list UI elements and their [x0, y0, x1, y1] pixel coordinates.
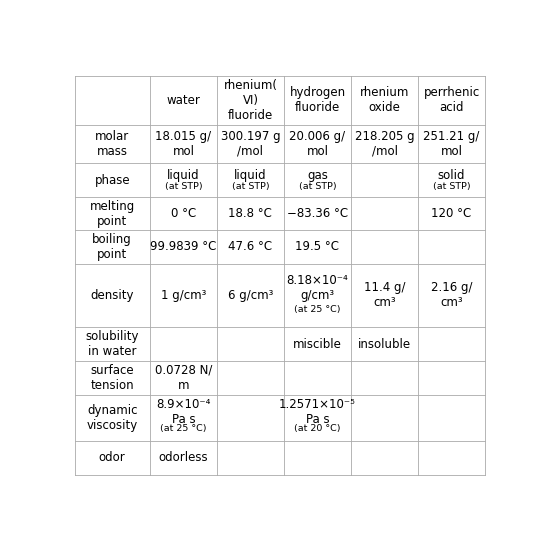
Text: surface
tension: surface tension: [91, 364, 134, 392]
Text: (at 20 °C): (at 20 °C): [294, 424, 341, 433]
Text: 8.18×10⁻⁴
g/cm³: 8.18×10⁻⁴ g/cm³: [287, 274, 348, 302]
Text: rhenium(
VI)
fluoride: rhenium( VI) fluoride: [223, 79, 277, 122]
Text: rhenium
oxide: rhenium oxide: [360, 86, 409, 114]
Text: 99.9839 °C: 99.9839 °C: [150, 240, 217, 253]
Text: liquid: liquid: [234, 169, 267, 182]
Text: solubility
in water: solubility in water: [86, 330, 139, 359]
Text: (at STP): (at STP): [164, 183, 202, 191]
Text: 6 g/cm³: 6 g/cm³: [228, 289, 273, 302]
Text: solid: solid: [438, 169, 465, 182]
Text: density: density: [91, 289, 134, 302]
Text: molar
mass: molar mass: [95, 130, 129, 158]
Text: 120 °C: 120 °C: [431, 207, 472, 220]
Text: 47.6 °C: 47.6 °C: [228, 240, 272, 253]
Text: 2.16 g/
cm³: 2.16 g/ cm³: [431, 281, 472, 310]
Text: gas: gas: [307, 169, 328, 182]
Text: melting
point: melting point: [90, 200, 135, 228]
Text: 251.21 g/
mol: 251.21 g/ mol: [423, 130, 480, 158]
Text: 18.015 g/
mol: 18.015 g/ mol: [156, 130, 211, 158]
Text: insoluble: insoluble: [358, 338, 411, 351]
Text: 19.5 °C: 19.5 °C: [295, 240, 340, 253]
Text: water: water: [167, 94, 200, 107]
Text: −83.36 °C: −83.36 °C: [287, 207, 348, 220]
Text: odor: odor: [99, 451, 126, 464]
Text: 0.0728 N/
m: 0.0728 N/ m: [155, 364, 212, 392]
Text: 1 g/cm³: 1 g/cm³: [161, 289, 206, 302]
Text: hydrogen
fluoride: hydrogen fluoride: [289, 86, 346, 114]
Text: (at STP): (at STP): [232, 183, 269, 191]
Text: miscible: miscible: [293, 338, 342, 351]
Text: (at 25 °C): (at 25 °C): [294, 305, 341, 314]
Text: 11.4 g/
cm³: 11.4 g/ cm³: [364, 281, 405, 310]
Text: perrhenic
acid: perrhenic acid: [423, 86, 480, 114]
Text: phase: phase: [94, 174, 130, 186]
Text: 18.8 °C: 18.8 °C: [228, 207, 272, 220]
Text: odorless: odorless: [158, 451, 208, 464]
Text: 20.006 g/
mol: 20.006 g/ mol: [289, 130, 346, 158]
Text: 300.197 g
/mol: 300.197 g /mol: [221, 130, 280, 158]
Text: (at 25 °C): (at 25 °C): [160, 424, 206, 433]
Text: (at STP): (at STP): [433, 183, 470, 191]
Text: boiling
point: boiling point: [92, 233, 132, 261]
Text: 0 °C: 0 °C: [171, 207, 196, 220]
Text: 8.9×10⁻⁴
Pa s: 8.9×10⁻⁴ Pa s: [156, 398, 211, 426]
Text: (at STP): (at STP): [299, 183, 336, 191]
Text: 218.205 g
/mol: 218.205 g /mol: [355, 130, 414, 158]
Text: liquid: liquid: [167, 169, 200, 182]
Text: dynamic
viscosity: dynamic viscosity: [87, 404, 138, 432]
Text: 1.2571×10⁻⁵
Pa s: 1.2571×10⁻⁵ Pa s: [279, 398, 356, 426]
